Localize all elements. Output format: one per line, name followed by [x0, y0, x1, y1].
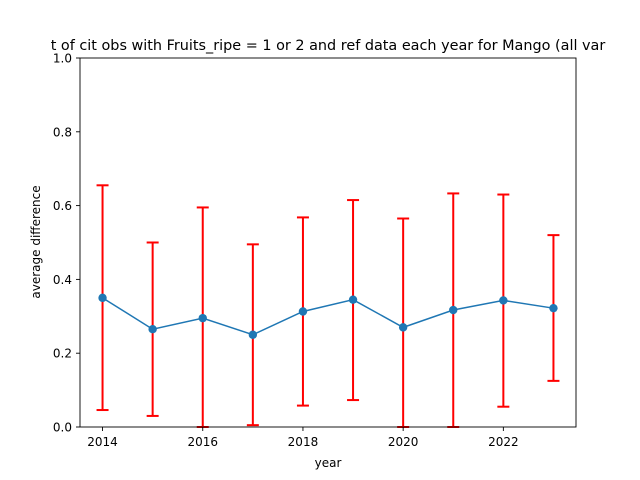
- y-tick-label: 1.0: [53, 52, 72, 66]
- plot-area: [79, 57, 577, 428]
- y-tick-label: 0.6: [53, 199, 72, 213]
- y-axis-label: average difference: [29, 185, 43, 298]
- series-line: [102, 297, 554, 336]
- data-point: [499, 296, 508, 305]
- x-tick-label: 2020: [388, 435, 419, 449]
- x-axis: 2014 2016 2018 2020 2022: [87, 427, 519, 449]
- data-point: [298, 307, 308, 316]
- y-tick-label: 0.0: [53, 421, 72, 435]
- data-point: [549, 303, 558, 313]
- y-axis: 0.0 0.2 0.4 0.6 0.8 1.0: [53, 52, 80, 435]
- data-point: [148, 325, 157, 334]
- x-tick-label: 2022: [488, 435, 519, 449]
- axes-frame: [79, 57, 577, 428]
- x-tick-label: 2018: [288, 435, 319, 449]
- y-tick-label: 0.4: [53, 273, 72, 287]
- x-axis-label: year: [315, 456, 342, 470]
- x-tick-label: 2016: [187, 435, 218, 449]
- data-point: [98, 293, 107, 303]
- data-point: [248, 330, 258, 339]
- data-point: [198, 313, 207, 323]
- y-tick-label: 0.2: [53, 347, 72, 361]
- y-tick-label: 0.8: [53, 125, 72, 139]
- data-point: [398, 323, 408, 332]
- x-tick-label: 2014: [87, 435, 118, 449]
- data-point: [449, 305, 458, 315]
- data-point: [348, 295, 358, 304]
- chart-title: t of cit obs with Fruits_ripe = 1 or 2 a…: [51, 38, 606, 54]
